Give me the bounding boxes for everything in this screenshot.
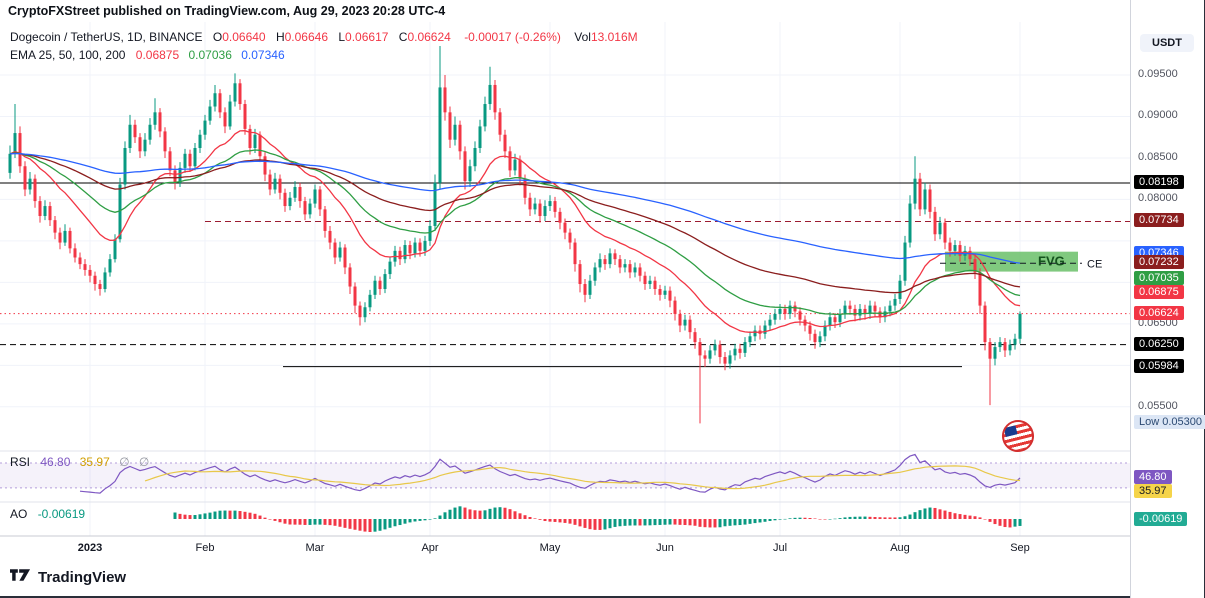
rsi-value-badge: 46.80 <box>1134 470 1172 485</box>
window-edge-right <box>1203 0 1205 598</box>
volume-label: Vol <box>574 30 591 44</box>
rsi-ma-badge: 35.97 <box>1134 484 1172 499</box>
price-axis-badge: 0.06875 <box>1134 284 1184 299</box>
tradingview-logo-icon[interactable] <box>10 568 31 587</box>
price-axis[interactable]: USDT 0.09500 0.09000 0.08500 0.08000 0.06500… <box>1130 0 1205 598</box>
price-axis-label: 0.08500 <box>1138 150 1178 163</box>
rsi-hidden-icon: ∅ <box>119 455 130 469</box>
price-axis-label: 0.09500 <box>1138 68 1178 80</box>
rsi-legend-label[interactable]: RSI <box>10 455 31 469</box>
time-axis-label[interactable]: May <box>540 542 561 554</box>
price-axis-label: 0.08000 <box>1138 192 1178 205</box>
time-axis-label[interactable]: Aug <box>890 542 910 554</box>
ema50-value: 0.07036 <box>188 48 232 62</box>
time-axis-label[interactable]: Feb <box>196 542 215 554</box>
open-value: 0.06640 <box>222 30 266 44</box>
price-axis-badge: 0.05984 <box>1134 358 1184 373</box>
price-axis-label: 0.06500 <box>1138 316 1178 329</box>
rsi-ma-value: 35.97 <box>79 455 110 469</box>
time-axis-label[interactable]: Jul <box>773 542 787 554</box>
ema-25-line <box>9 130 1021 333</box>
price-axis-badge: 0.07035 <box>1134 271 1184 286</box>
ema-legend-label[interactable]: EMA 25, 50, 100, 200 <box>10 48 126 62</box>
time-axis-label[interactable]: 2023 <box>78 542 102 554</box>
rsi-legend: RSI 46.80 35.97 ∅ ∅ <box>10 455 149 469</box>
ema200-value: 0.07346 <box>241 48 285 62</box>
time-axis-label[interactable]: Sep <box>1010 542 1030 554</box>
price-chart-canvas[interactable]: FVG CE 2023 Feb Mar Apr May Jun Jul Aug Sep <box>0 0 1130 560</box>
low-price-badge: Low 0.05300 <box>1134 415 1205 430</box>
ema-legend: EMA 25, 50, 100, 200 0.06875 0.07036 0.0… <box>10 48 285 62</box>
ema-200-line <box>9 152 1021 264</box>
rsi-ma-line <box>144 465 1021 490</box>
time-axis-label[interactable]: Jun <box>656 542 674 554</box>
rsi-hidden-icon: ∅ <box>138 455 150 469</box>
price-axis-badge: 0.07232 <box>1134 255 1184 270</box>
price-axis-badge: 0.08198 <box>1134 175 1184 189</box>
symbol-title[interactable]: Dogecoin / TetherUS, 1D, BINANCE <box>10 30 203 44</box>
high-value: 0.06646 <box>284 30 329 44</box>
price-axis-badge: 0.06250 <box>1134 336 1184 351</box>
ema-100-line <box>9 152 1021 294</box>
price-axis-badge: 0.06624 <box>1134 305 1184 320</box>
close-label: C <box>398 30 408 44</box>
ema-50-line <box>9 149 1021 316</box>
open-label: O <box>212 30 223 44</box>
volume-value: 13.016M <box>590 30 638 44</box>
time-axis-label[interactable]: Apr <box>421 542 438 554</box>
change-value: -0.00017 (-0.26%) <box>464 30 561 44</box>
rsi-value: 46.80 <box>40 455 71 469</box>
symbol-legend: Dogecoin / TetherUS, 1D, BINANCE O0.0664… <box>10 30 638 44</box>
publisher-watermark: CryptoFXStreet published on TradingView.… <box>8 4 446 18</box>
ce-level-label: CE <box>1087 258 1102 270</box>
fvg-label: FVG <box>1038 254 1065 269</box>
price-axis-label: 0.09000 <box>1138 109 1178 122</box>
close-value: 0.06624 <box>407 30 451 44</box>
window-edge-bottom <box>0 596 1205 598</box>
high-label: H <box>275 30 285 44</box>
price-axis-badge: 0.07734 <box>1134 213 1184 228</box>
low-value: 0.06617 <box>345 30 389 44</box>
time-axis-label[interactable]: Mar <box>306 542 325 554</box>
tradingview-brand[interactable]: TradingView <box>38 569 127 586</box>
low-label: L <box>338 30 346 44</box>
currency-toggle-button[interactable]: USDT <box>1140 34 1194 52</box>
tradingview-footer: TradingView <box>10 568 126 587</box>
ao-value-badge: -0.00619 <box>1134 512 1188 526</box>
ao-value: -0.00619 <box>37 507 86 521</box>
rsi-line <box>79 453 1021 494</box>
ao-legend: AO -0.00619 <box>10 507 85 521</box>
price-axis-label: 0.05500 <box>1138 399 1178 412</box>
ema25-value: 0.06875 <box>135 48 180 62</box>
ao-legend-label[interactable]: AO <box>10 507 28 521</box>
